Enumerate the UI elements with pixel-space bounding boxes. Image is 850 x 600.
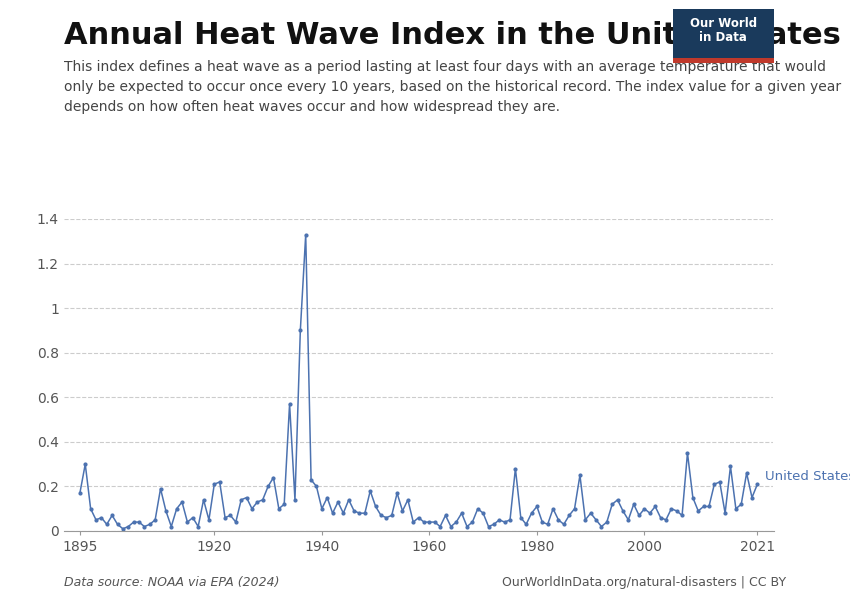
Text: Annual Heat Wave Index in the United States: Annual Heat Wave Index in the United Sta… (64, 21, 841, 50)
Text: United States: United States (766, 470, 850, 483)
Text: This index defines a heat wave as a period lasting at least four days with an av: This index defines a heat wave as a peri… (64, 60, 841, 114)
Text: OurWorldInData.org/natural-disasters | CC BY: OurWorldInData.org/natural-disasters | C… (502, 576, 786, 589)
Text: Data source: NOAA via EPA (2024): Data source: NOAA via EPA (2024) (64, 576, 280, 589)
Text: in Data: in Data (700, 31, 747, 44)
Text: Our World: Our World (690, 17, 756, 30)
